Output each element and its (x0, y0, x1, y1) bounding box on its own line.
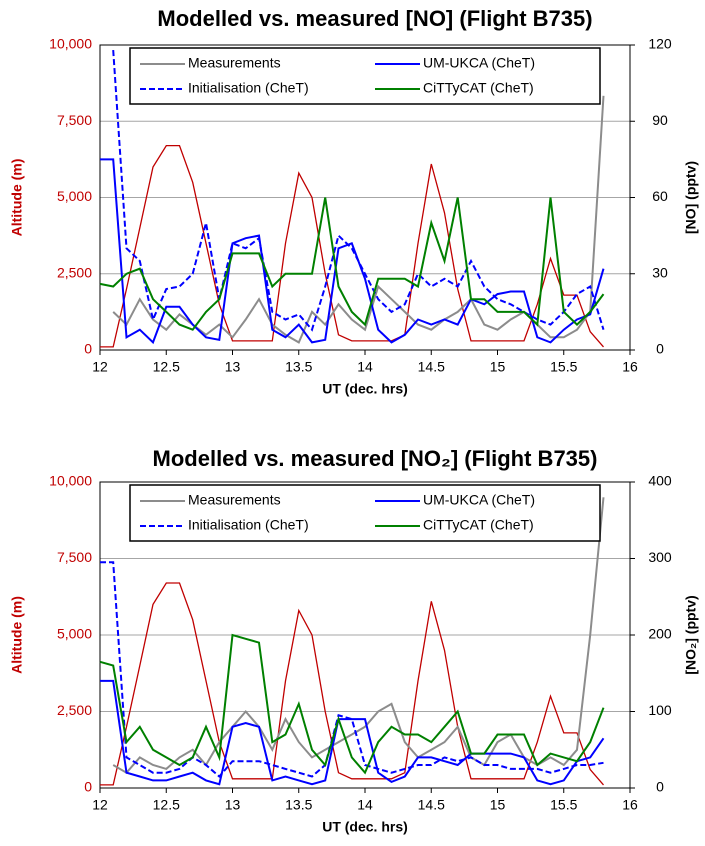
y-tick-label: 7,500 (57, 112, 92, 128)
x-tick-label: 16 (622, 359, 638, 375)
x-tick-label: 15 (490, 359, 506, 375)
x-tick-label: 14 (357, 359, 373, 375)
x-tick-label: 14.5 (418, 359, 445, 375)
plot-frame (99, 481, 631, 789)
x-tick-label: 15.5 (550, 359, 577, 375)
y-tick-label: 2,500 (57, 264, 92, 280)
series-line (112, 50, 605, 332)
x-tick-label: 13 (225, 797, 241, 813)
y2-tick-label: 400 (648, 473, 672, 489)
y-tick-label: 10,000 (49, 473, 92, 489)
chart-title: Modelled vs. measured [NO] (Flight B735) (157, 6, 592, 31)
legend-label: Measurements (188, 492, 281, 508)
legend-label: UM-UKCA (CheT) (423, 55, 535, 71)
x-tick-label: 15 (490, 797, 506, 813)
y2-tick-label: 60 (652, 188, 668, 204)
y-tick-label: 0 (84, 779, 92, 795)
y-tick-label: 10,000 (49, 36, 92, 52)
x-tick-label: 13.5 (285, 359, 312, 375)
series-line (100, 158, 605, 345)
series-line (112, 95, 605, 344)
legend-label: Initialisation (CheT) (188, 80, 309, 96)
x-tick-label: 15.5 (550, 797, 577, 813)
x-axis-title: UT (dec. hrs) (322, 819, 408, 835)
series-line (100, 561, 604, 778)
x-tick-label: 12 (92, 797, 108, 813)
legend-box (129, 484, 601, 542)
x-tick-label: 12 (92, 359, 108, 375)
legend-label: Initialisation (CheT) (188, 517, 309, 533)
y2-tick-label: 0 (656, 341, 664, 357)
y2-axis-title: [NO₂] (pptv) (683, 595, 699, 674)
series-line (100, 582, 604, 786)
x-tick-label: 14 (357, 797, 373, 813)
x-axis-title: UT (dec. hrs) (322, 381, 408, 397)
legend-label: UM-UKCA (CheT) (423, 492, 535, 508)
y2-axis-title: [NO] (pptv) (683, 161, 699, 234)
legend-label: Measurements (188, 55, 281, 71)
y2-tick-label: 0 (656, 779, 664, 795)
y2-tick-label: 90 (652, 112, 668, 128)
series-line (99, 197, 605, 331)
y-tick-label: 0 (84, 341, 92, 357)
x-tick-label: 16 (622, 797, 638, 813)
y-axis-title: Altitude (m) (9, 596, 25, 674)
series-line (100, 679, 605, 786)
legend-label: CiTTyCAT (CheT) (423, 517, 534, 533)
y-tick-label: 5,000 (57, 188, 92, 204)
x-tick-label: 13 (225, 359, 241, 375)
plot-frame (99, 44, 631, 351)
legend-box (129, 47, 601, 105)
y-tick-label: 7,500 (57, 549, 92, 565)
legend-label: CiTTyCAT (CheT) (423, 80, 534, 96)
series-line (100, 144, 604, 348)
y2-tick-label: 30 (652, 264, 668, 280)
x-tick-label: 14.5 (418, 797, 445, 813)
y2-tick-label: 300 (648, 549, 672, 565)
chart-title: Modelled vs. measured [NO₂] (Flight B735… (153, 446, 598, 471)
x-tick-label: 12.5 (153, 797, 180, 813)
y2-tick-label: 100 (648, 702, 672, 718)
y2-tick-label: 120 (648, 36, 672, 52)
x-tick-label: 12.5 (153, 359, 180, 375)
y2-tick-label: 200 (648, 626, 672, 642)
y-tick-label: 5,000 (57, 626, 92, 642)
x-tick-label: 13.5 (285, 797, 312, 813)
series-line (99, 633, 605, 775)
y-tick-label: 2,500 (57, 702, 92, 718)
y-axis-title: Altitude (m) (9, 159, 25, 237)
